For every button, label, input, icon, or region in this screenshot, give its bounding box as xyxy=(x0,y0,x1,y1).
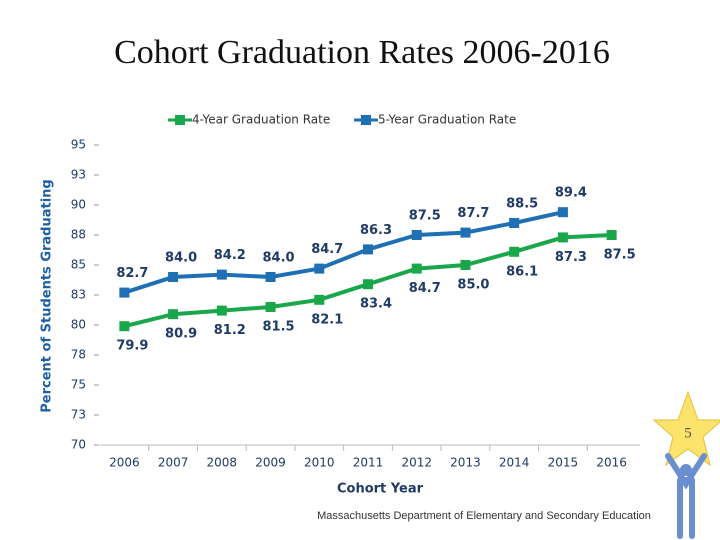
legend-label: 5-Year Graduation Rate xyxy=(378,113,516,127)
data-label: 84.7 xyxy=(409,281,441,296)
y-tick-label: 93 xyxy=(71,168,86,182)
point xyxy=(460,227,471,238)
slide-number: 5 xyxy=(684,425,692,441)
y-axis-title: Percent of Students Graduating xyxy=(40,179,55,413)
y-tick-label: 73 xyxy=(71,408,86,422)
x-tick-label: 2016 xyxy=(596,456,627,470)
data-label: 88.5 xyxy=(506,197,538,212)
data-label: 86.1 xyxy=(506,264,538,279)
data-label: 83.4 xyxy=(360,297,392,312)
point xyxy=(606,230,617,240)
point xyxy=(411,230,422,240)
y-tick-label: 95 xyxy=(71,138,86,152)
x-tick-label: 2011 xyxy=(353,456,384,470)
data-label: 84.2 xyxy=(214,248,246,263)
data-label: 86.3 xyxy=(360,223,392,238)
y-tick-label: 85 xyxy=(71,258,86,272)
point xyxy=(314,294,325,305)
series-line xyxy=(123,210,564,295)
point xyxy=(216,305,227,316)
data-label: 82.1 xyxy=(311,312,343,327)
point xyxy=(168,309,179,320)
data-label: 89.4 xyxy=(555,186,587,201)
x-tick-label: 2006 xyxy=(109,456,140,470)
x-tick-label: 2009 xyxy=(255,456,286,470)
point xyxy=(265,302,276,312)
legend-marker xyxy=(175,115,185,125)
x-tick-label: 2010 xyxy=(304,456,335,470)
point xyxy=(216,269,227,280)
point xyxy=(168,272,179,282)
x-tick-label: 2007 xyxy=(158,456,189,470)
point xyxy=(363,279,373,290)
data-label: 85.0 xyxy=(457,278,489,293)
point xyxy=(460,260,471,270)
point xyxy=(509,218,520,228)
y-tick-label: 70 xyxy=(71,438,86,452)
data-label: 87.7 xyxy=(457,206,489,221)
x-axis-title: Cohort Year xyxy=(337,482,424,497)
chart-title: Cohort Graduation Rates 2006-2016 xyxy=(114,34,610,71)
y-tick-label: 80 xyxy=(71,318,86,332)
data-label: 81.5 xyxy=(263,320,295,335)
data-label: 84.0 xyxy=(165,251,197,266)
data-label: 81.2 xyxy=(214,323,246,338)
footer: Massachusetts Department of Elementary a… xyxy=(317,510,651,522)
data-label: 84.7 xyxy=(311,242,343,257)
data-label: 82.7 xyxy=(116,266,148,281)
point xyxy=(119,321,130,332)
x-tick-label: 2015 xyxy=(548,456,579,470)
point xyxy=(557,232,568,243)
point xyxy=(119,287,130,298)
point xyxy=(411,263,422,274)
data-label: 87.5 xyxy=(409,209,441,224)
y-tick-label: 90 xyxy=(71,198,86,212)
data-label: 79.9 xyxy=(116,339,148,354)
y-tick-label: 78 xyxy=(71,348,86,362)
point xyxy=(314,263,325,274)
point xyxy=(363,244,373,255)
data-label: 84.0 xyxy=(263,251,295,266)
data-label: 87.3 xyxy=(555,250,587,265)
legend-label: 4-Year Graduation Rate xyxy=(192,113,330,127)
data-label: 87.5 xyxy=(604,248,636,263)
star-figure xyxy=(652,390,720,539)
y-tick-label: 83 xyxy=(71,288,86,302)
y-tick-label: 88 xyxy=(71,228,86,242)
x-tick-label: 2012 xyxy=(401,456,432,470)
data-label: 80.9 xyxy=(165,327,197,342)
x-tick-label: 2008 xyxy=(207,456,238,470)
x-tick-label: 2013 xyxy=(450,456,481,470)
point xyxy=(265,272,276,282)
x-tick-label: 2014 xyxy=(499,456,530,470)
point xyxy=(557,207,568,218)
y-tick-label: 75 xyxy=(71,378,86,392)
point xyxy=(509,246,520,257)
legend-marker xyxy=(361,115,371,125)
